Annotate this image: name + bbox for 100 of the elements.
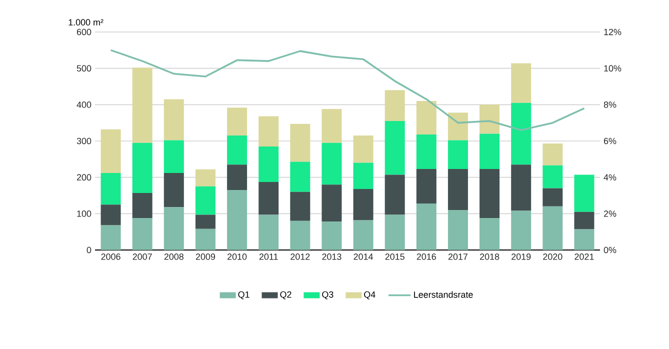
bar <box>384 174 405 215</box>
y-axis-title: 1.000 m² <box>68 19 104 26</box>
bar <box>511 210 532 250</box>
bar <box>574 229 594 250</box>
bar <box>511 102 532 165</box>
bar <box>132 218 152 250</box>
bar <box>290 162 310 192</box>
bar <box>542 206 563 250</box>
bar <box>416 134 436 169</box>
bar <box>480 168 500 218</box>
bar <box>416 203 436 250</box>
bar <box>100 129 121 173</box>
bar <box>258 214 279 250</box>
y2-tick-label: 2% <box>604 210 616 217</box>
bar <box>164 172 184 208</box>
x-tick-label: 2009 <box>196 254 216 260</box>
bar <box>195 228 216 250</box>
bar <box>448 140 468 169</box>
legend-label: Leerstandsrate <box>414 291 473 298</box>
x-tick-label: 2017 <box>448 254 468 260</box>
y-tick-label: 200 <box>76 174 92 181</box>
x-tick-label: 2021 <box>574 254 594 260</box>
legend-label: Q1 <box>238 291 250 300</box>
bar <box>384 214 405 250</box>
x-tick-label: 2012 <box>290 254 310 260</box>
bar <box>195 214 216 229</box>
y2-tick-label: 4% <box>604 174 616 180</box>
y2-tick-label: 12% <box>604 28 622 36</box>
x-tick-label: 2011 <box>259 254 278 260</box>
x-tick-label: 2016 <box>416 254 436 260</box>
x-tick-label: 2019 <box>512 254 531 260</box>
bar <box>290 192 310 221</box>
bar <box>100 204 121 226</box>
bar <box>353 162 374 189</box>
x-tick-label: 2008 <box>164 254 184 260</box>
x-tick-label: 2015 <box>385 254 404 260</box>
bar <box>290 124 310 162</box>
bar <box>258 116 279 146</box>
x-tick-label: 2010 <box>228 254 247 260</box>
bar <box>416 101 436 134</box>
x-tick-label: 2020 <box>543 254 562 260</box>
legend-label: Q4 <box>364 291 376 300</box>
x-tick-label: 2007 <box>132 254 152 260</box>
bar <box>100 172 121 205</box>
bar <box>195 186 216 215</box>
y-tick-label: 400 <box>76 101 92 108</box>
bar <box>542 188 563 206</box>
bar <box>100 225 121 250</box>
bar <box>480 134 500 169</box>
bar <box>164 140 184 173</box>
y2-tick-label: 10% <box>604 65 622 72</box>
bar <box>132 68 152 143</box>
x-tick-label: 2013 <box>322 254 342 260</box>
bar <box>322 109 342 143</box>
bar <box>227 190 248 250</box>
bar <box>227 164 248 190</box>
bar <box>574 212 594 230</box>
bar <box>195 169 216 186</box>
y-tick-label: 500 <box>76 65 92 72</box>
bar <box>448 112 468 140</box>
bar <box>480 218 500 250</box>
bar <box>227 108 248 136</box>
bar <box>384 121 405 175</box>
line-series <box>110 49 586 131</box>
bar <box>258 146 279 182</box>
bar <box>480 104 500 134</box>
bar <box>511 63 532 103</box>
bar <box>353 188 374 220</box>
bar <box>132 142 152 193</box>
bar <box>542 144 563 166</box>
y-tick-label: 300 <box>76 138 92 144</box>
x-tick-label: 2018 <box>480 254 500 260</box>
y2-tick-label: 6% <box>604 138 616 144</box>
bar <box>353 220 374 250</box>
bar <box>448 168 468 210</box>
y2-tick-label: 8% <box>604 101 616 108</box>
bar <box>448 210 468 250</box>
bar <box>511 164 532 211</box>
bar <box>164 207 184 250</box>
x-tick-label: 2014 <box>354 254 373 260</box>
bar <box>322 142 342 185</box>
bar <box>542 165 563 188</box>
bar <box>384 90 405 122</box>
y-tick-label: 600 <box>76 28 92 36</box>
bar <box>574 174 594 212</box>
bar <box>416 168 436 204</box>
bar <box>353 136 374 163</box>
bar <box>164 99 184 140</box>
bar <box>290 220 310 250</box>
y2-tick-label: 0% <box>604 246 616 254</box>
bar <box>258 182 279 215</box>
y-tick-label: 0 <box>86 246 92 254</box>
legend-label: Q3 <box>322 291 334 300</box>
bar <box>227 136 248 165</box>
bar <box>322 184 342 222</box>
y-tick-label: 100 <box>77 210 92 217</box>
x-tick-label: 2006 <box>101 254 120 260</box>
bar <box>322 222 342 250</box>
bar <box>132 192 152 218</box>
legend-label: Q2 <box>280 291 292 300</box>
